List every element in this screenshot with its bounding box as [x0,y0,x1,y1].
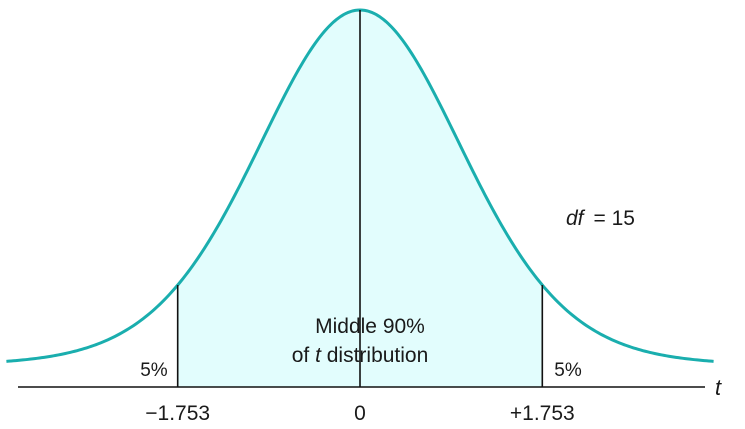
right-tail-percent: 5% [554,360,582,381]
middle-label-of: of [292,344,315,367]
left-tail-percent: 5% [140,360,168,381]
tick-label-center: 0 [354,402,366,425]
x-axis-variable-label: t [715,375,722,400]
df-var: df [566,207,586,230]
middle-label-var: t [315,344,322,367]
tick-label-right: +1.753 [510,402,575,425]
df-annotation: df = 15 [566,207,635,230]
tick-label-left: −1.753 [145,402,210,425]
middle-label-line1: Middle 90% [315,315,425,338]
middle-label-line2: of t distribution [292,344,429,367]
df-value: = 15 [594,207,635,230]
middle-label-distribution: distribution [321,344,428,367]
